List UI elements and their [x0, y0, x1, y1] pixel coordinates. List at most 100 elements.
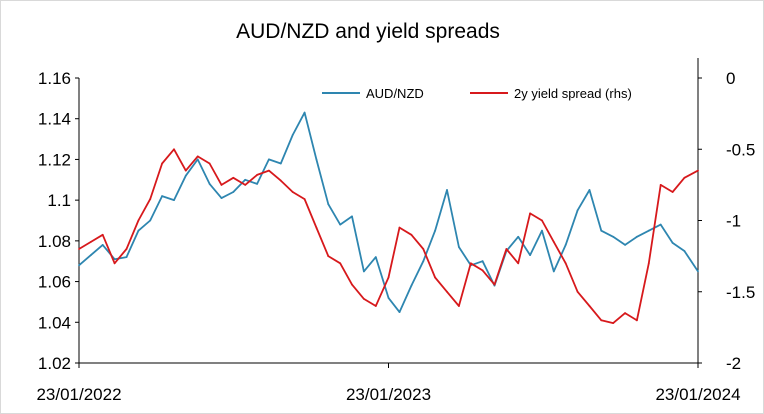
- point-yield-spread: [505, 248, 508, 250]
- point-yield-spread: [161, 162, 164, 165]
- left-tick-label: 1.12: [38, 150, 71, 169]
- point-yield-spread: [232, 176, 235, 179]
- point-yield-spread: [434, 276, 436, 279]
- point-audnzd: [600, 229, 603, 232]
- point-audnzd: [398, 311, 401, 313]
- point-audnzd: [481, 260, 484, 263]
- point-yield-spread: [458, 305, 460, 307]
- point-audnzd: [374, 256, 377, 258]
- point-audnzd: [659, 223, 662, 226]
- point-yield-spread: [398, 226, 401, 229]
- point-audnzd: [564, 244, 567, 246]
- point-audnzd: [78, 264, 80, 267]
- point-yield-spread: [113, 262, 116, 265]
- point-audnzd: [196, 158, 199, 161]
- point-audnzd: [636, 235, 638, 238]
- right-tick-label: -1.5: [726, 283, 755, 302]
- point-audnzd: [576, 209, 579, 212]
- point-yield-spread: [149, 198, 152, 201]
- point-audnzd: [517, 235, 520, 238]
- point-yield-spread: [184, 169, 187, 172]
- point-yield-spread: [125, 248, 128, 250]
- right-tick-label: -2: [726, 354, 741, 373]
- left-tick-label: 1.1: [47, 191, 71, 210]
- point-audnzd: [363, 270, 365, 273]
- point-audnzd: [149, 219, 152, 222]
- x-tick-label: 23/01/2024: [655, 385, 740, 404]
- point-audnzd: [541, 229, 543, 232]
- point-audnzd: [244, 178, 247, 181]
- point-audnzd: [458, 246, 460, 248]
- point-audnzd: [279, 162, 282, 165]
- point-audnzd: [256, 183, 258, 185]
- point-yield-spread: [279, 179, 282, 182]
- point-audnzd: [291, 134, 294, 136]
- point-audnzd: [683, 250, 686, 252]
- point-yield-spread: [422, 248, 425, 250]
- point-audnzd: [588, 189, 591, 191]
- point-yield-spread: [268, 169, 270, 172]
- point-audnzd: [268, 158, 270, 161]
- point-audnzd: [173, 199, 175, 202]
- point-yield-spread: [612, 322, 615, 324]
- point-yield-spread: [636, 319, 638, 322]
- point-yield-spread: [101, 233, 104, 236]
- series-line-audnzd: [78, 111, 699, 314]
- point-yield-spread: [469, 262, 472, 265]
- point-yield-spread: [600, 319, 603, 322]
- x-tick-label: 23/01/2022: [36, 385, 121, 404]
- point-yield-spread: [315, 226, 318, 229]
- point-audnzd: [232, 191, 235, 193]
- x-axis: 23/01/2022 23/01/2023 23/01/2024: [36, 362, 741, 404]
- point-yield-spread: [576, 290, 579, 293]
- point-audnzd: [422, 260, 425, 263]
- point-yield-spread: [220, 184, 223, 186]
- point-yield-spread: [351, 283, 353, 286]
- right-axis: -2 -1.5 -1 -0.5 0: [697, 58, 755, 373]
- point-audnzd: [125, 256, 128, 258]
- point-audnzd: [434, 229, 436, 232]
- left-tick-label: 1.14: [38, 110, 71, 129]
- point-yield-spread: [303, 198, 306, 201]
- point-audnzd: [327, 203, 330, 206]
- left-axis: 1.02 1.04 1.06 1.08 1.1 1.12 1.14 1.16: [38, 69, 80, 373]
- point-audnzd: [339, 223, 342, 226]
- point-yield-spread: [697, 169, 699, 172]
- point-yield-spread: [552, 241, 555, 243]
- point-audnzd: [101, 244, 104, 246]
- point-yield-spread: [671, 191, 674, 193]
- point-audnzd: [647, 229, 650, 232]
- point-yield-spread: [137, 219, 140, 222]
- point-yield-spread: [493, 283, 496, 286]
- left-tick-label: 1.06: [38, 273, 71, 292]
- point-yield-spread: [78, 248, 80, 250]
- point-yield-spread: [374, 305, 377, 307]
- point-yield-spread: [410, 233, 413, 236]
- point-audnzd: [410, 284, 413, 287]
- right-tick-label: -0.5: [726, 140, 755, 159]
- point-audnzd: [552, 270, 555, 273]
- chart-title: AUD/NZD and yield spreads: [236, 20, 500, 43]
- right-tick-label: 0: [726, 69, 735, 88]
- point-audnzd: [184, 174, 187, 177]
- point-audnzd: [697, 270, 699, 273]
- point-yield-spread: [683, 176, 686, 179]
- point-audnzd: [315, 158, 318, 161]
- legend: AUD/NZD 2y yield spread (rhs): [322, 86, 632, 101]
- point-audnzd: [208, 183, 211, 185]
- point-audnzd: [220, 197, 223, 200]
- point-yield-spread: [647, 262, 650, 265]
- point-audnzd: [90, 254, 92, 256]
- point-yield-spread: [529, 212, 531, 215]
- point-yield-spread: [196, 155, 199, 158]
- point-audnzd: [351, 215, 353, 218]
- legend-label-audnzd: AUD/NZD: [366, 86, 424, 101]
- point-yield-spread: [541, 219, 543, 222]
- point-yield-spread: [624, 312, 626, 314]
- left-tick-label: 1.08: [38, 232, 71, 251]
- point-yield-spread: [517, 262, 520, 265]
- point-audnzd: [137, 229, 140, 232]
- series-layer: [78, 111, 699, 325]
- left-tick-label: 1.04: [38, 313, 71, 332]
